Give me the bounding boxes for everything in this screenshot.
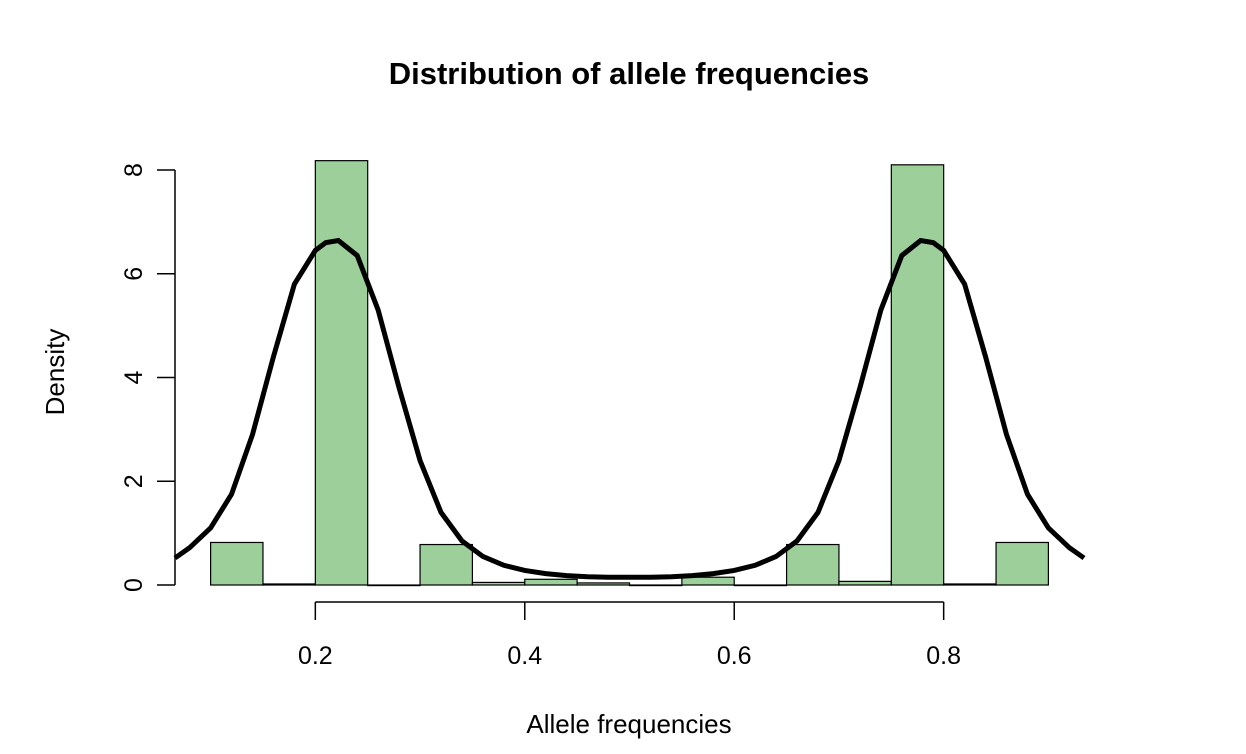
- histogram-bar-8: [628, 584, 683, 587]
- histogram-bar-13: [890, 164, 945, 586]
- histogram-bar-7: [576, 582, 631, 586]
- density-curve: [173, 237, 1086, 580]
- y-tick-label: 4: [120, 370, 148, 384]
- y-tick-label: 2: [120, 474, 148, 488]
- x-axis: 0.2 0.4 0.6 0.8: [298, 601, 961, 670]
- histogram-bar-15: [995, 541, 1049, 586]
- y-tick-label: 6: [120, 267, 148, 281]
- y-axis-label: Density: [40, 329, 70, 416]
- x-tick-label: 0.8: [926, 642, 961, 670]
- histogram-bar-1: [262, 583, 316, 586]
- histogram-bar-14: [943, 583, 997, 586]
- x-tick-label: 0.6: [717, 642, 752, 670]
- histogram-bar-6: [524, 578, 578, 586]
- histogram-bar-0: [210, 541, 264, 586]
- histogram-bar-12: [838, 580, 892, 586]
- y-tick-label: 0: [120, 578, 148, 592]
- histogram-bar-4: [419, 543, 474, 586]
- histogram-bar-2: [314, 160, 369, 586]
- histogram-bar-9: [681, 576, 735, 586]
- histogram-bar-10: [733, 584, 788, 587]
- histogram-bar-3: [367, 584, 421, 587]
- histogram-bar-5: [471, 581, 526, 586]
- histogram-bar-11: [785, 543, 840, 586]
- x-tick-label: 0.2: [298, 642, 333, 670]
- histogram-bars: [210, 160, 1049, 587]
- y-tick-label: 8: [120, 163, 148, 177]
- x-axis-label: Allele frequencies: [526, 709, 731, 739]
- y-axis: 0 2 4 6 8: [120, 163, 176, 592]
- x-tick-label: 0.4: [507, 642, 542, 670]
- chart-title: Distribution of allele frequencies: [389, 56, 870, 91]
